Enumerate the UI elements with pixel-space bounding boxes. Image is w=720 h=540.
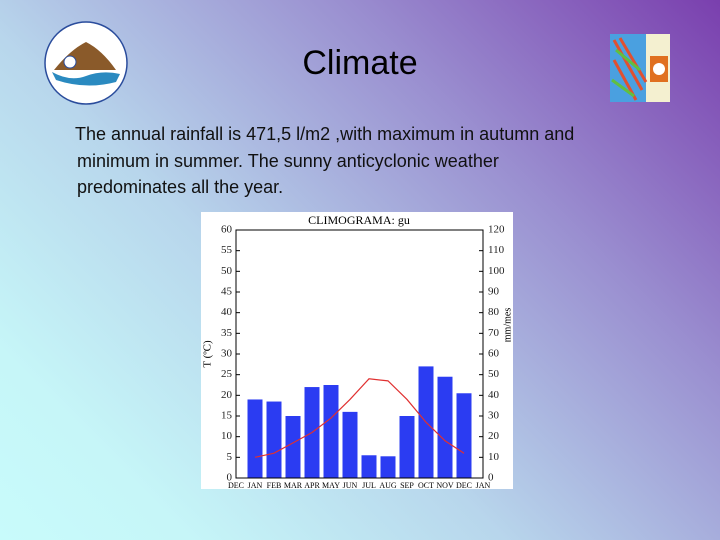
x-tick-label: FEB: [267, 481, 282, 489]
bar: [456, 393, 472, 478]
y2-tick-label: 50: [488, 368, 500, 380]
body-line: predominates all the year.: [77, 177, 284, 197]
bar: [323, 385, 339, 478]
left-logo: [44, 21, 128, 105]
y2-tick-label: 110: [488, 244, 505, 256]
y2-tick-label: 70: [488, 327, 500, 339]
x-tick-label: SEP: [400, 481, 414, 489]
climogram: CLIMOGRAMA: gu 0 5 10 15 20 25 30 35 40 45 50 55 60 0 1…: [201, 212, 513, 489]
bar: [247, 399, 263, 478]
slide-title: Climate: [302, 44, 418, 82]
x-tick-label: APR: [304, 481, 320, 489]
x-tick-label: JUL: [362, 481, 376, 489]
bar: [437, 376, 453, 478]
y-tick-label: 45: [221, 286, 233, 298]
y2-tick-label: 80: [488, 306, 500, 318]
bar: [266, 401, 282, 478]
slide-body: The annual rainfall is 471,5 l/m2 ,with …: [75, 121, 675, 201]
y2-tick-label: 60: [488, 348, 500, 360]
bar: [342, 411, 358, 478]
y2-axis-label: mm/mes: [502, 308, 513, 343]
chart-title: CLIMOGRAMA: gu: [308, 213, 410, 227]
y-tick-label: 20: [221, 389, 233, 401]
y2-tick-label: 100: [488, 265, 505, 277]
body-line: minimum in summer. The sunny anticycloni…: [77, 150, 499, 171]
y-tick-label: 25: [221, 368, 233, 380]
x-tick-label: JUN: [343, 481, 358, 489]
y2-tick-label: 40: [488, 389, 500, 401]
temperature-line: [254, 378, 465, 458]
y-tick-label: 0: [227, 472, 233, 484]
y2-tick-label: 0: [488, 472, 494, 484]
y-axis-label: T (ºC): [202, 340, 214, 368]
bar: [380, 456, 396, 478]
bar: [285, 416, 301, 478]
right-logo: [610, 34, 670, 102]
y-tick-label: 50: [221, 265, 233, 277]
y2-tick-label: 30: [488, 410, 500, 422]
y-tick-label: 60: [221, 224, 233, 236]
x-tick-label: AUG: [379, 481, 397, 489]
y2-tick-label: 20: [488, 430, 500, 442]
x-tick-label: MAY: [322, 481, 340, 489]
x-tick-label: DEC: [456, 481, 472, 489]
y-tick-label: 10: [221, 430, 233, 442]
bar: [399, 416, 415, 478]
y-tick-label: 30: [221, 348, 233, 360]
y-tick-label: 5: [227, 451, 233, 463]
y2-tick-label: 120: [488, 224, 505, 236]
x-tick-label: NOV: [436, 481, 454, 489]
y-tick-label: 40: [221, 306, 233, 318]
y-tick-label: 55: [221, 244, 233, 256]
y-tick-label: 15: [221, 410, 233, 422]
body-line: The annual rainfall is 471,5 l/m2 ,with …: [75, 124, 575, 144]
bar: [361, 455, 377, 478]
x-tick-label: OCT: [418, 481, 434, 489]
x-tick-label: JAN: [476, 481, 491, 489]
y2-tick-label: 90: [488, 286, 500, 298]
x-tick-label: JAN: [248, 481, 263, 489]
x-tick-label: DEC: [228, 481, 244, 489]
x-tick-label: MAR: [284, 481, 303, 489]
plot-frame: [235, 229, 484, 479]
y-tick-label: 35: [221, 327, 233, 339]
y2-tick-label: 10: [488, 451, 500, 463]
